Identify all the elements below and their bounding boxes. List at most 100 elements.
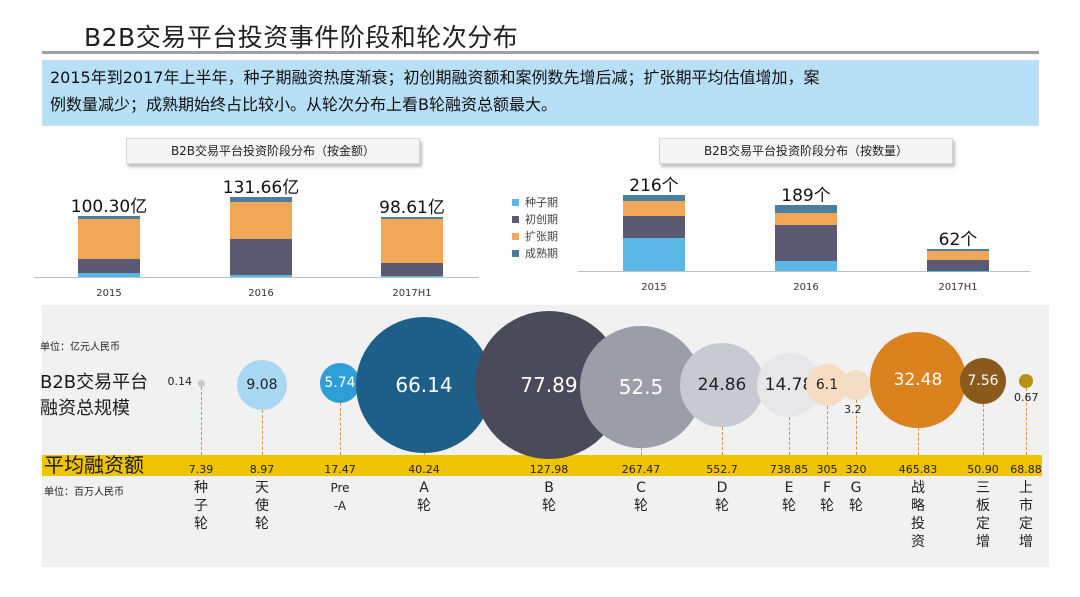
bar-segment-2015-初创期 xyxy=(78,258,140,274)
leader-line xyxy=(722,426,723,455)
round-bubble: 9.08 xyxy=(236,359,288,411)
round-bubble: 6.1 xyxy=(806,364,848,406)
summary-text: 2015年到2017年上半年，种子期融资热度渐衰；初创期融资额和案例数先增后减；… xyxy=(50,64,1035,118)
bar-segment-2017H1-成熟期 xyxy=(927,249,989,251)
average-value-label: 40.24 xyxy=(408,463,440,476)
average-value-label: 68.88 xyxy=(1010,463,1042,476)
round-bubble: 66.14 xyxy=(355,316,493,454)
bar-segment-2016-扩张期 xyxy=(230,202,292,239)
title-divider xyxy=(42,51,1039,54)
bar-segment-2016-成熟期 xyxy=(775,204,837,213)
x-tick-label: 2015 xyxy=(641,282,667,293)
bubble-value-label: 52.5 xyxy=(618,374,664,399)
bubble-value-label: 24.86 xyxy=(697,374,747,395)
bar-total-label: 98.61亿 xyxy=(379,198,445,219)
leader-line xyxy=(1026,387,1027,455)
bar-segment-2015-成熟期 xyxy=(78,216,140,219)
bar-total-label: 100.30亿 xyxy=(70,197,148,218)
leader-line xyxy=(918,427,919,455)
bubble-value-label: 6.1 xyxy=(815,376,839,393)
average-value-label: 305 xyxy=(816,463,838,476)
bar-total-label: 189个 xyxy=(781,185,831,206)
summary-box xyxy=(42,60,1039,126)
legend-swatch xyxy=(512,249,519,257)
leader-line xyxy=(641,447,642,455)
round-name-label: E轮 xyxy=(782,480,796,514)
bar-segment-2016-扩张期 xyxy=(775,212,837,225)
leader-line xyxy=(983,404,984,455)
round-name-label: 上市定增 xyxy=(1019,480,1033,550)
leader-line xyxy=(789,417,790,455)
average-value-label: 267.47 xyxy=(621,463,661,476)
total-unit-label: 单位：亿元人民币 xyxy=(40,342,120,353)
x-tick-label: 2015 xyxy=(96,288,122,299)
x-tick-label: 2016 xyxy=(793,282,819,293)
round-name-label: 种子轮 xyxy=(194,480,208,532)
bubble-value-label: 32.48 xyxy=(893,369,943,390)
x-axis-line xyxy=(578,271,1030,272)
average-amount-label: 平均融资额 xyxy=(44,453,144,477)
total-scale-label-line-1: B2B交易平台 xyxy=(40,372,149,393)
average-value-label: 738.85 xyxy=(769,463,809,476)
round-name-label: G轮 xyxy=(849,480,863,514)
bar-segment-2016-成熟期 xyxy=(230,197,292,203)
bubble-value-label: 9.08 xyxy=(246,376,278,393)
bubble-value-label: 5.74 xyxy=(324,374,356,391)
total-scale-label-line-2: 融资总规模 xyxy=(40,398,130,419)
legend-item: 扩张期 xyxy=(512,228,558,245)
x-tick-label: 2016 xyxy=(248,288,274,299)
bubble-value-label: 0.14 xyxy=(167,375,193,388)
x-axis-line xyxy=(34,277,479,278)
round-name-label: Pre-A xyxy=(330,481,350,513)
bar-segment-2015-扩张期 xyxy=(623,200,685,217)
average-value-label: 552.7 xyxy=(706,463,738,476)
bar-segment-2015-种子期 xyxy=(78,273,140,277)
average-value-label: 17.47 xyxy=(324,463,356,476)
bar-segment-2015-初创期 xyxy=(623,216,685,238)
round-bubble xyxy=(1019,374,1033,388)
bar-segment-2017H1-扩张期 xyxy=(381,218,443,263)
bar-segment-2015-成熟期 xyxy=(623,195,685,201)
round-name-label: A轮 xyxy=(417,480,431,514)
bar-segment-2016-种子期 xyxy=(230,275,292,277)
round-bubble xyxy=(841,370,871,400)
bar-segment-2015-扩张期 xyxy=(78,218,140,259)
bubble-value-label: 3.2 xyxy=(844,402,862,416)
average-value-label: 8.97 xyxy=(249,463,275,476)
round-name-label: B轮 xyxy=(542,480,556,514)
x-tick-label: 2017H1 xyxy=(392,288,432,299)
leader-line xyxy=(201,386,202,455)
legend-item: 初创期 xyxy=(512,211,558,228)
bar-total-label: 216个 xyxy=(629,176,679,196)
leader-line xyxy=(827,405,828,455)
summary-line-2: 例数量减少；成熟期始终占比较小。从轮次分布上看B轮融资总额最大。 xyxy=(50,95,557,114)
legend-swatch xyxy=(512,232,519,240)
summary-line-1: 2015年到2017年上半年，种子期融资热度渐衰；初创期融资额和案例数先增后减；… xyxy=(50,68,820,87)
bar-total-label: 131.66亿 xyxy=(222,178,300,198)
round-bubble: 32.48 xyxy=(870,332,966,428)
bar-segment-2016-初创期 xyxy=(775,224,837,262)
bar-segment-2017H1-种子期 xyxy=(381,276,443,277)
average-band xyxy=(42,455,1042,476)
bar-total-label: 62个 xyxy=(938,230,978,251)
bubble-value-label: 0.67 xyxy=(1014,390,1039,404)
bubble-value-label: 14.78 xyxy=(764,374,814,395)
average-value-label: 465.83 xyxy=(898,463,938,476)
x-tick-label: 2017H1 xyxy=(938,282,978,293)
page-title: B2B交易平台投资事件阶段和轮次分布 xyxy=(84,23,519,52)
chart-legend: 种子期 初创期 扩张期 成熟期 xyxy=(512,194,558,262)
leader-line xyxy=(424,453,425,455)
bubble-value-label: 66.14 xyxy=(395,372,453,397)
round-name-label: 三板定增 xyxy=(976,480,990,550)
average-unit-label: 单位：百万人民币 xyxy=(44,487,124,498)
average-value-label: 320 xyxy=(845,463,867,476)
legend-swatch xyxy=(512,215,519,223)
round-bubble xyxy=(197,379,205,387)
amount-chart-title: B2B交易平台投资阶段分布（按金额） xyxy=(126,138,420,164)
bar-segment-2016-初创期 xyxy=(230,238,292,276)
bar-segment-2015-种子期 xyxy=(623,237,685,271)
average-value-label: 7.39 xyxy=(188,463,214,476)
bar-segment-2017H1-初创期 xyxy=(381,263,443,277)
bar-segment-2017H1-扩张期 xyxy=(927,250,989,261)
legend-label: 成熟期 xyxy=(525,247,558,260)
